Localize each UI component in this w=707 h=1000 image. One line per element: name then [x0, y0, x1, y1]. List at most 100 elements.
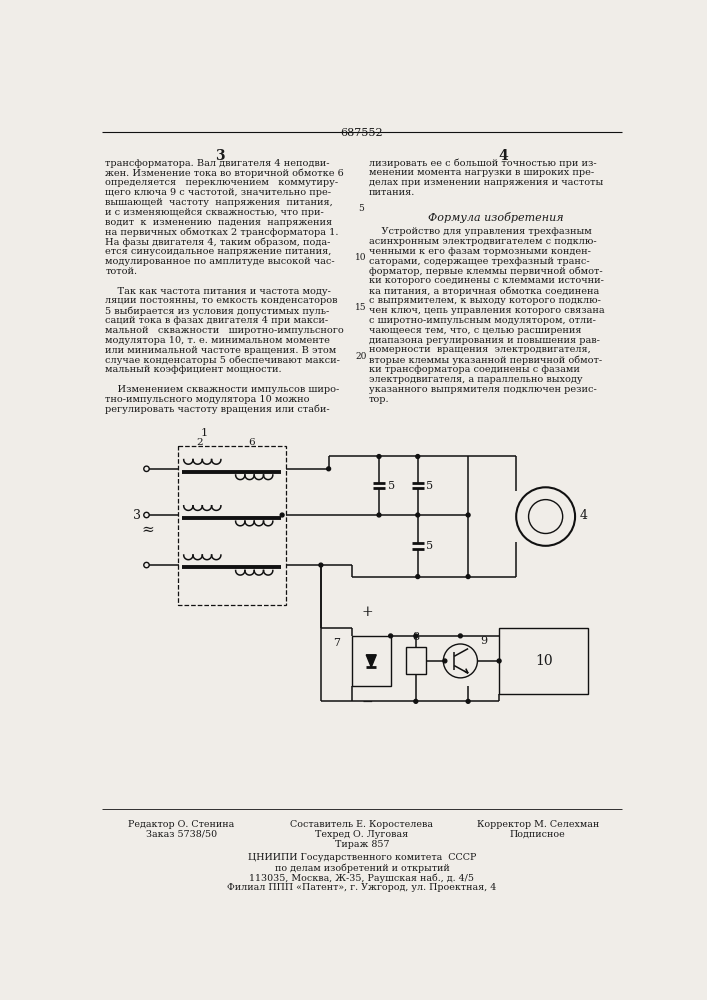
- Circle shape: [458, 634, 462, 638]
- Text: 3: 3: [132, 509, 141, 522]
- Text: питания.: питания.: [369, 188, 415, 197]
- Text: модулированное по амплитуде высокой час-: модулированное по амплитуде высокой час-: [105, 257, 335, 266]
- Text: жен. Изменение тока во вторичной обмотке 6: жен. Изменение тока во вторичной обмотке…: [105, 168, 344, 178]
- Text: форматор, первые клеммы первичной обмот-: форматор, первые клеммы первичной обмот-: [369, 267, 602, 276]
- Text: Корректор М. Селехман: Корректор М. Селехман: [477, 820, 599, 829]
- Text: 4: 4: [498, 149, 508, 163]
- Bar: [499, 628, 588, 694]
- Text: саторами, содержащее трехфазный транс-: саторами, содержащее трехфазный транс-: [369, 257, 590, 266]
- Polygon shape: [366, 655, 376, 667]
- Text: 5 выбирается из условия допустимых пуль-: 5 выбирается из условия допустимых пуль-: [105, 306, 329, 316]
- Circle shape: [466, 699, 470, 703]
- Text: Редактор О. Стенина: Редактор О. Стенина: [128, 820, 235, 829]
- Text: чен ключ, цепь управления которого связана: чен ключ, цепь управления которого связа…: [369, 306, 604, 315]
- Text: или минимальной частоте вращения. В этом: или минимальной частоте вращения. В этом: [105, 346, 337, 355]
- Text: чающееся тем, что, с целью расширения: чающееся тем, что, с целью расширения: [369, 326, 581, 335]
- Circle shape: [377, 513, 381, 517]
- Text: тор.: тор.: [369, 395, 390, 404]
- Text: Устройство для управления трехфазным: Устройство для управления трехфазным: [369, 227, 592, 236]
- Text: асинхронным электродвигателем с подклю-: асинхронным электродвигателем с подклю-: [369, 237, 597, 246]
- Text: 2: 2: [196, 438, 202, 447]
- Text: номерности  вращения  электродвигателя,: номерности вращения электродвигателя,: [369, 345, 590, 354]
- Circle shape: [497, 659, 501, 663]
- Text: делах при изменении напряжения и частоты: делах при изменении напряжения и частоты: [369, 178, 603, 187]
- Text: лизировать ее с большой точностью при из-: лизировать ее с большой точностью при из…: [369, 158, 597, 168]
- Text: Изменением скважности импульсов широ-: Изменением скважности импульсов широ-: [105, 385, 339, 394]
- Text: случае конденсаторы 5 обеспечивают макси-: случае конденсаторы 5 обеспечивают макси…: [105, 356, 340, 365]
- Text: Формула изобретения: Формула изобретения: [428, 212, 563, 223]
- Circle shape: [280, 513, 284, 517]
- Circle shape: [416, 455, 420, 458]
- Text: тно-импульсного модулятора 10 можно: тно-импульсного модулятора 10 можно: [105, 395, 310, 404]
- Text: мальной   скважности   широтно-импульсного: мальной скважности широтно-импульсного: [105, 326, 344, 335]
- Circle shape: [414, 634, 418, 638]
- Text: ляции постоянны, то емкость конденсаторов: ляции постоянны, то емкость конденсаторо…: [105, 296, 338, 305]
- Text: щего ключа 9 с частотой, значительно пре-: щего ключа 9 с частотой, значительно пре…: [105, 188, 332, 197]
- Text: мальный коэффициент мощности.: мальный коэффициент мощности.: [105, 365, 282, 374]
- Text: Филиал ППП «Патент», г. Ужгород, ул. Проектная, 4: Филиал ППП «Патент», г. Ужгород, ул. Про…: [228, 883, 496, 892]
- Text: 6: 6: [248, 438, 255, 447]
- Text: 113035, Москва, Ж-35, Раушская наб., д. 4/5: 113035, Москва, Ж-35, Раушская наб., д. …: [250, 873, 474, 883]
- Text: ≈: ≈: [142, 523, 155, 537]
- Text: 9: 9: [480, 636, 487, 646]
- Circle shape: [466, 513, 470, 517]
- Text: Тираж 857: Тираж 857: [334, 840, 389, 849]
- Text: определяется   переключением   коммутиру-: определяется переключением коммутиру-: [105, 178, 339, 187]
- Circle shape: [443, 659, 447, 663]
- Text: 10: 10: [535, 654, 552, 668]
- Text: 8: 8: [412, 632, 419, 642]
- Text: 3: 3: [216, 149, 225, 163]
- Text: 5: 5: [358, 204, 364, 213]
- Circle shape: [416, 513, 420, 517]
- Text: 687552: 687552: [341, 128, 383, 138]
- Text: Подписное: Подписное: [510, 830, 566, 839]
- Text: регулировать частоту вращения или стаби-: регулировать частоту вращения или стаби-: [105, 405, 330, 414]
- Text: Заказ 5738/50: Заказ 5738/50: [146, 830, 217, 839]
- Bar: [177, 446, 286, 605]
- Text: Техред О. Луговая: Техред О. Луговая: [315, 830, 409, 839]
- Text: 20: 20: [356, 352, 367, 361]
- Text: −: −: [361, 695, 373, 709]
- Text: вышающей  частоту  напряжения  питания,: вышающей частоту напряжения питания,: [105, 198, 333, 207]
- Text: на первичных обмотках 2 трансформатора 1.: на первичных обмотках 2 трансформатора 1…: [105, 227, 339, 237]
- Text: с выпрямителем, к выходу которого подклю-: с выпрямителем, к выходу которого подклю…: [369, 296, 601, 305]
- Text: Так как частота питания и частота моду-: Так как частота питания и частота моду-: [105, 287, 332, 296]
- Text: 5: 5: [387, 481, 395, 491]
- Circle shape: [416, 575, 420, 579]
- Text: 5: 5: [426, 481, 433, 491]
- Circle shape: [327, 467, 331, 471]
- Text: 5: 5: [426, 541, 433, 551]
- Text: ЦНИИПИ Государственного комитета  СССР: ЦНИИПИ Государственного комитета СССР: [247, 853, 476, 862]
- Text: по делам изобретений и открытий: по делам изобретений и открытий: [274, 863, 450, 873]
- Text: ки которого соединены с клеммами источни-: ки которого соединены с клеммами источни…: [369, 276, 604, 285]
- Text: водит  к  изменению  падения  напряжения: водит к изменению падения напряжения: [105, 218, 332, 227]
- Circle shape: [319, 563, 323, 567]
- Text: менении момента нагрузки в широких пре-: менении момента нагрузки в широких пре-: [369, 168, 594, 177]
- Text: На фазы двигателя 4, таким образом, пода-: На фазы двигателя 4, таким образом, пода…: [105, 237, 331, 247]
- Text: ченными к его фазам тормозными конден-: ченными к его фазам тормозными конден-: [369, 247, 591, 256]
- Circle shape: [389, 634, 392, 638]
- Text: Составитель Е. Коростелева: Составитель Е. Коростелева: [291, 820, 433, 829]
- Text: трансформатора. Вал двигателя 4 неподви-: трансформатора. Вал двигателя 4 неподви-: [105, 158, 330, 167]
- Text: ется синусоидальное напряжение питания,: ется синусоидальное напряжение питания,: [105, 247, 332, 256]
- Text: электродвигателя, а параллельно выходу: электродвигателя, а параллельно выходу: [369, 375, 583, 384]
- Bar: [352, 636, 391, 686]
- Text: модулятора 10, т. е. минимальном моменте: модулятора 10, т. е. минимальном моменте: [105, 336, 330, 345]
- Text: тотой.: тотой.: [105, 267, 138, 276]
- Circle shape: [377, 455, 381, 458]
- Text: с широтно-импульсным модулятором, отли-: с широтно-импульсным модулятором, отли-: [369, 316, 596, 325]
- Text: 1: 1: [201, 428, 208, 438]
- Text: указанного выпрямителя подключен резис-: указанного выпрямителя подключен резис-: [369, 385, 597, 394]
- Text: +: +: [361, 605, 373, 619]
- Text: 4: 4: [580, 509, 588, 522]
- Text: 15: 15: [356, 303, 367, 312]
- Circle shape: [466, 575, 470, 579]
- Text: и с изменяющейся скважностью, что при-: и с изменяющейся скважностью, что при-: [105, 208, 325, 217]
- Circle shape: [414, 699, 418, 703]
- Text: 7: 7: [333, 638, 340, 648]
- Text: вторые клеммы указанной первичной обмот-: вторые клеммы указанной первичной обмот-: [369, 355, 602, 365]
- Text: 10: 10: [356, 253, 367, 262]
- Bar: [406, 647, 426, 674]
- Text: диапазона регулирования и повышения рав-: диапазона регулирования и повышения рав-: [369, 336, 600, 345]
- Text: ка питания, а вторичная обмотка соединена: ка питания, а вторичная обмотка соединен…: [369, 286, 599, 296]
